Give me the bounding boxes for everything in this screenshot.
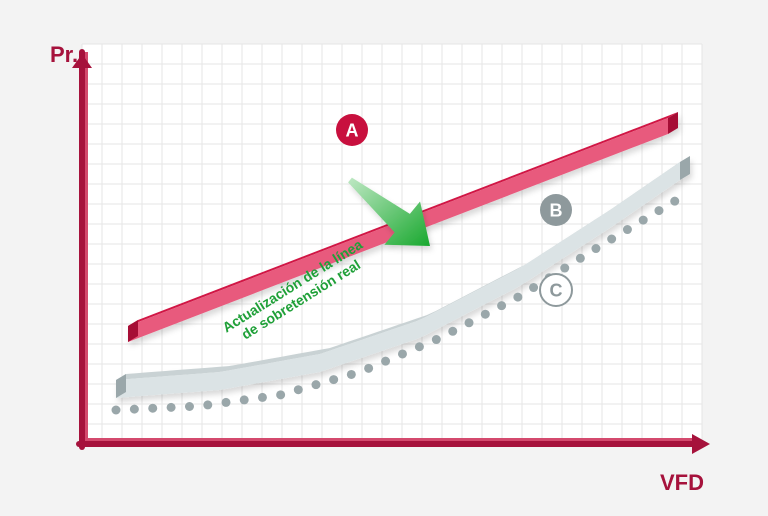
y-axis-label: Pr.: [50, 42, 78, 67]
badge-c: C: [540, 274, 572, 306]
svg-text:C: C: [550, 280, 563, 300]
chart-container: { "canvas": { "width": 768, "height": 51…: [0, 0, 768, 516]
badge-a: A: [336, 114, 368, 146]
chart-svg: Actualización de la líneade sobretensión…: [0, 0, 768, 516]
svg-text:B: B: [550, 200, 563, 220]
svg-text:A: A: [346, 120, 359, 140]
x-axis-label: VFD: [660, 470, 704, 495]
badge-b: B: [540, 194, 572, 226]
